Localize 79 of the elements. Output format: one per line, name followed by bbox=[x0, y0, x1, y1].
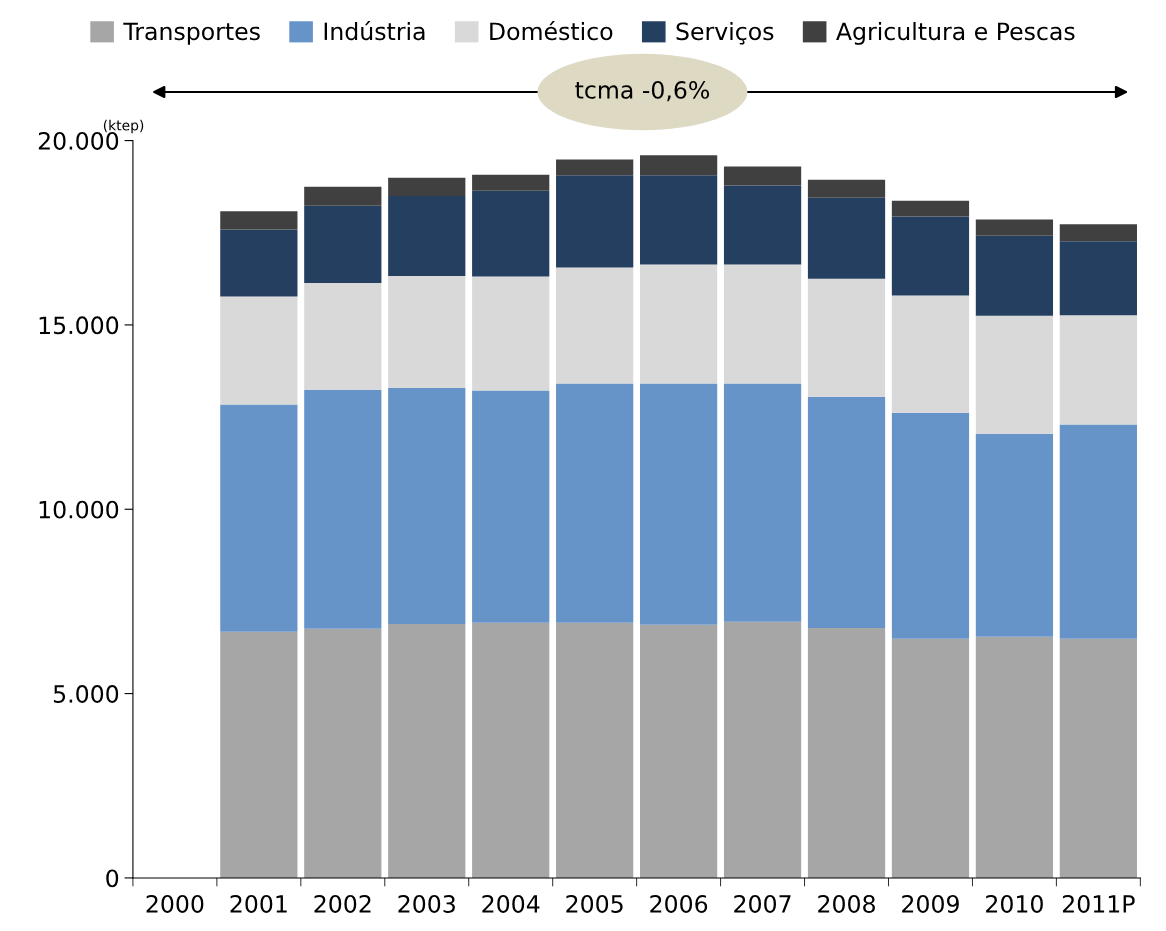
legend-label: Transportes bbox=[123, 22, 260, 45]
x-tick-label: 2000 bbox=[146, 895, 204, 913]
bar bbox=[388, 387, 466, 624]
bar bbox=[891, 216, 970, 296]
bar bbox=[723, 264, 802, 384]
legend-label: Indústria bbox=[324, 21, 425, 41]
bar bbox=[639, 624, 718, 878]
y-tick-label: 15.000 bbox=[39, 316, 119, 335]
bar bbox=[304, 282, 382, 390]
bar bbox=[220, 404, 298, 632]
bar bbox=[556, 383, 634, 623]
bar bbox=[975, 219, 1054, 236]
bar bbox=[304, 205, 382, 283]
bar bbox=[472, 276, 550, 391]
bar bbox=[556, 159, 634, 176]
bar bbox=[304, 389, 382, 629]
bar bbox=[220, 211, 298, 230]
legend-label: Serviços bbox=[676, 21, 774, 45]
bar bbox=[891, 295, 970, 413]
bar bbox=[723, 383, 802, 622]
x-tick-label: 2005 bbox=[566, 895, 623, 913]
bar bbox=[723, 185, 802, 265]
x-tick-label: 2009 bbox=[902, 895, 959, 913]
x-tick-label: 2007 bbox=[734, 895, 791, 913]
bar bbox=[472, 622, 550, 878]
bar bbox=[472, 390, 550, 623]
bar bbox=[639, 383, 718, 625]
bar bbox=[388, 275, 466, 388]
bar bbox=[472, 174, 550, 191]
bar bbox=[639, 175, 718, 265]
x-tick-label: 2006 bbox=[650, 895, 708, 913]
legend-label: Doméstico bbox=[490, 21, 613, 41]
y-tick-label: 5.000 bbox=[53, 685, 119, 703]
bar bbox=[556, 622, 634, 878]
bar bbox=[304, 186, 382, 206]
x-tick-label: 2004 bbox=[482, 895, 540, 913]
x-tick-label: 2001 bbox=[230, 895, 287, 913]
bar bbox=[388, 177, 466, 196]
bar bbox=[891, 412, 970, 639]
y-tick-label: 10.000 bbox=[39, 500, 119, 519]
y-tick-label: 0 bbox=[106, 869, 119, 888]
bar bbox=[807, 179, 886, 198]
bar bbox=[220, 631, 298, 878]
bar bbox=[388, 623, 466, 878]
bar bbox=[1059, 224, 1137, 242]
x-tick-label: 2008 bbox=[818, 895, 875, 913]
bar bbox=[807, 396, 886, 628]
bar bbox=[556, 267, 634, 384]
bar bbox=[975, 636, 1054, 878]
bar bbox=[975, 433, 1054, 637]
x-tick-label: 2003 bbox=[398, 895, 455, 913]
bar bbox=[975, 315, 1054, 434]
bar bbox=[639, 264, 718, 384]
x-tick-label: 2010 bbox=[986, 895, 1043, 913]
bar bbox=[1059, 424, 1137, 639]
bar bbox=[723, 166, 802, 186]
bar bbox=[220, 229, 298, 297]
bar bbox=[220, 296, 298, 405]
y-axis-title: (ktep) bbox=[103, 119, 144, 134]
y-tick-label: 20.000 bbox=[38, 132, 119, 150]
bar bbox=[639, 155, 718, 176]
bar bbox=[807, 278, 886, 397]
text: tcma -0,6% bbox=[575, 80, 710, 102]
bar bbox=[975, 235, 1054, 316]
x-tick-label: 2002 bbox=[314, 895, 371, 913]
bar bbox=[472, 190, 550, 277]
bar bbox=[1059, 241, 1137, 316]
legend-label: Agricultura e Pescas bbox=[836, 21, 1075, 45]
bar bbox=[1059, 638, 1137, 878]
x-tick-label: 2011P bbox=[1062, 895, 1135, 913]
bar bbox=[807, 197, 886, 279]
bar bbox=[891, 638, 970, 878]
bar bbox=[304, 628, 382, 878]
bar bbox=[723, 621, 802, 878]
bar bbox=[891, 200, 970, 217]
bar bbox=[388, 195, 466, 276]
bar bbox=[556, 175, 634, 268]
bar bbox=[1059, 315, 1137, 425]
bar bbox=[807, 627, 886, 878]
